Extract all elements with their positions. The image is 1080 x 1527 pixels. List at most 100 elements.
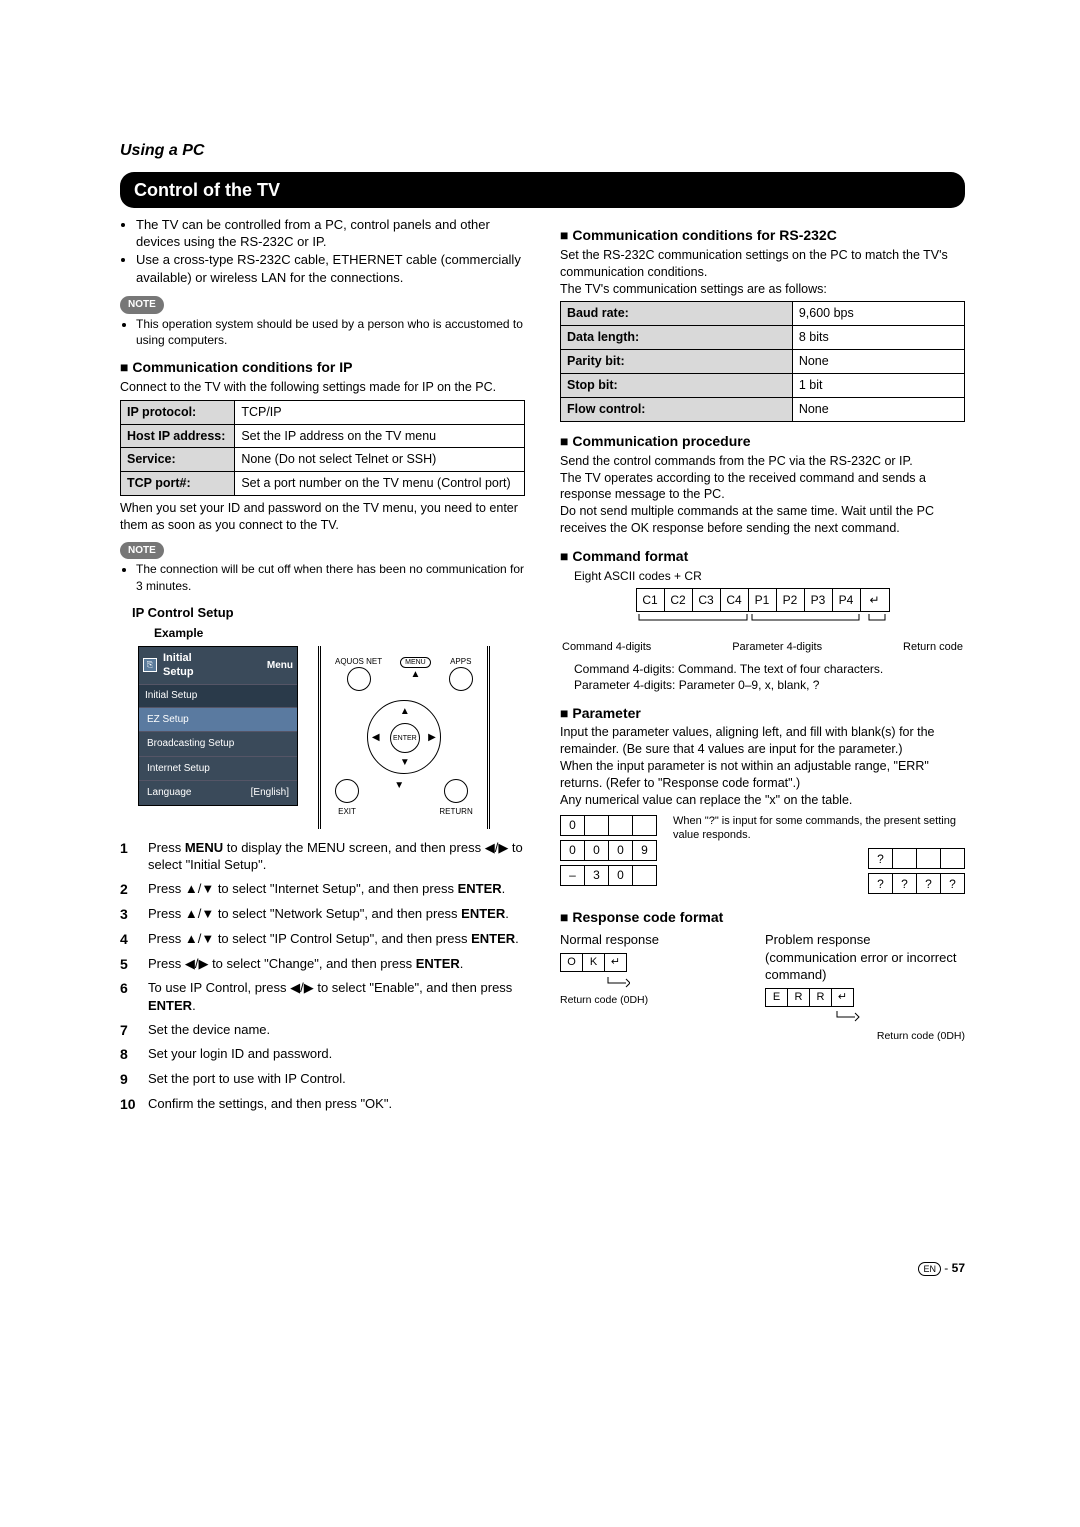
cmd-cell: P4 [833, 589, 861, 611]
cmd-format-diagram: C1 C2 C3 C4 P1 P2 P3 P4 ↵ Command 4-digi… [560, 588, 965, 655]
ip-table: IP protocol:TCP/IP Host IP address:Set t… [120, 400, 525, 497]
cell [893, 849, 917, 869]
cell [941, 849, 965, 869]
steps-list: 1Press MENU to display the MENU screen, … [120, 839, 525, 1114]
proc-heading: Communication procedure [560, 432, 965, 451]
cell: Service: [121, 448, 235, 472]
step-text: Confirm the settings, and then press "OK… [148, 1095, 525, 1114]
step-text: Press ▲/▼ to select "IP Control Setup", … [148, 930, 525, 949]
menu-item: Internet Setup [139, 756, 297, 781]
dpad: ENTER ▲ ▼ ◀ ▶ [367, 700, 441, 774]
menu-title: InitialSetup [163, 651, 194, 681]
page-number: 57 [952, 1261, 965, 1275]
step-text: Set the port to use with IP Control. [148, 1070, 525, 1089]
cell: K [583, 953, 605, 971]
cell: IP protocol: [121, 400, 235, 424]
menu-item: EZ Setup [139, 707, 297, 732]
cell: Parity bit: [561, 350, 793, 374]
param-left-tables: 0 0 0 0 9 – 3 0 [560, 815, 657, 890]
rs232-heading: Communication conditions for RS-232C [560, 226, 965, 245]
left-column: The TV can be controlled from a PC, cont… [120, 216, 525, 1120]
cmd-cell: C1 [637, 589, 665, 611]
cell: Set the IP address on the TV menu [235, 424, 525, 448]
aquos-label: AQUOS NET [335, 657, 382, 666]
cmd-label-left: Command 4-digits [562, 640, 651, 655]
cell: 9 [633, 840, 657, 860]
param-note: When "?" is input for some commands, the… [673, 815, 965, 843]
cell: 1 bit [792, 374, 964, 398]
cmd-cell: C2 [665, 589, 693, 611]
resp-problem-note: Return code (0DH) [765, 1029, 965, 1043]
cell: TCP port#: [121, 472, 235, 496]
right-column: Communication conditions for RS-232C Set… [560, 216, 965, 1120]
note-text: The connection will be cut off when ther… [136, 561, 525, 593]
menu-label: MENU [400, 657, 431, 668]
cmd-heading: Command format [560, 547, 965, 566]
cmd-label-right: Return code [903, 640, 963, 655]
cell: R [810, 988, 832, 1006]
param-right-col: When "?" is input for some commands, the… [673, 815, 965, 899]
cell: Baud rate: [561, 302, 793, 326]
param-desc: Input the parameter values, aligning lef… [560, 724, 965, 808]
cell: O [561, 953, 583, 971]
cell: Host IP address: [121, 424, 235, 448]
section-banner: Control of the TV [120, 172, 965, 208]
resp-problem: Problem response (communication error or… [765, 931, 965, 1043]
step-text: Press ◀/▶ to select "Change", and then p… [148, 955, 525, 974]
rs232-desc: Set the RS-232C communication settings o… [560, 247, 965, 298]
cell: Stop bit: [561, 374, 793, 398]
step-text: Set the device name. [148, 1021, 525, 1040]
resp-heading: Response code format [560, 908, 965, 927]
cmd-label-mid: Parameter 4-digits [732, 640, 822, 655]
cell: None [792, 350, 964, 374]
ip-heading: Communication conditions for IP [120, 358, 525, 377]
return-button [444, 779, 468, 803]
enter-button: ENTER [390, 723, 420, 753]
page-footer: EN - 57 [120, 1260, 965, 1276]
cell: 0 [609, 840, 633, 860]
cell: R [788, 988, 810, 1006]
cell [585, 815, 609, 835]
page-title: Using a PC [120, 140, 965, 162]
cell [633, 815, 657, 835]
initial-setup-icon: ⎘ [143, 658, 157, 672]
remote-diagram: AQUOS NET MENU▲ APPS ENTER ▲ ▼ ◀ ▶ EXIT … [318, 646, 490, 829]
exit-button [335, 779, 359, 803]
cell: None (Do not select Telnet or SSH) [235, 448, 525, 472]
cell: Set a port number on the TV menu (Contro… [235, 472, 525, 496]
step-text: Press ▲/▼ to select "Network Setup", and… [148, 905, 525, 924]
cmd-cell: P3 [805, 589, 833, 611]
cell: 0 [561, 840, 585, 860]
menu-screenshot: ⎘ InitialSetup Menu Initial Setup EZ Set… [138, 646, 298, 806]
lang-badge: EN [918, 1262, 941, 1276]
cmd-cell: P2 [777, 589, 805, 611]
apps-label: APPS [450, 657, 471, 666]
param-heading: Parameter [560, 704, 965, 723]
step-text: Press ▲/▼ to select "Internet Setup", an… [148, 880, 525, 899]
cmd-sub: Eight ASCII codes + CR [574, 568, 965, 584]
ip-after: When you set your ID and password on the… [120, 500, 525, 534]
resp-normal-label: Normal response [560, 931, 735, 949]
cell: ? [869, 874, 893, 894]
aquos-button [347, 667, 371, 691]
cell: E [766, 988, 788, 1006]
step-text: Press MENU to display the MENU screen, a… [148, 839, 525, 874]
proc-desc: Send the control commands from the PC vi… [560, 453, 965, 537]
cell: 0 [585, 840, 609, 860]
cell: ↵ [832, 988, 854, 1006]
cmd-explain: Command 4-digits: Command. The text of f… [574, 661, 965, 693]
bullet: The TV can be controlled from a PC, cont… [136, 216, 525, 251]
return-cell: ↵ [861, 589, 889, 611]
cell: 8 bits [792, 326, 964, 350]
cmd-cell: C3 [693, 589, 721, 611]
cell: 0 [609, 865, 633, 885]
resp-normal-note: Return code (0DH) [560, 993, 735, 1007]
ip-desc: Connect to the TV with the following set… [120, 379, 525, 396]
apps-button [449, 667, 473, 691]
cell: ↵ [605, 953, 627, 971]
menu-sub: Initial Setup [139, 685, 297, 707]
cell: TCP/IP [235, 400, 525, 424]
cell: 9,600 bps [792, 302, 964, 326]
note-badge: NOTE [120, 542, 164, 560]
menu-item: Language[English] [139, 780, 297, 805]
